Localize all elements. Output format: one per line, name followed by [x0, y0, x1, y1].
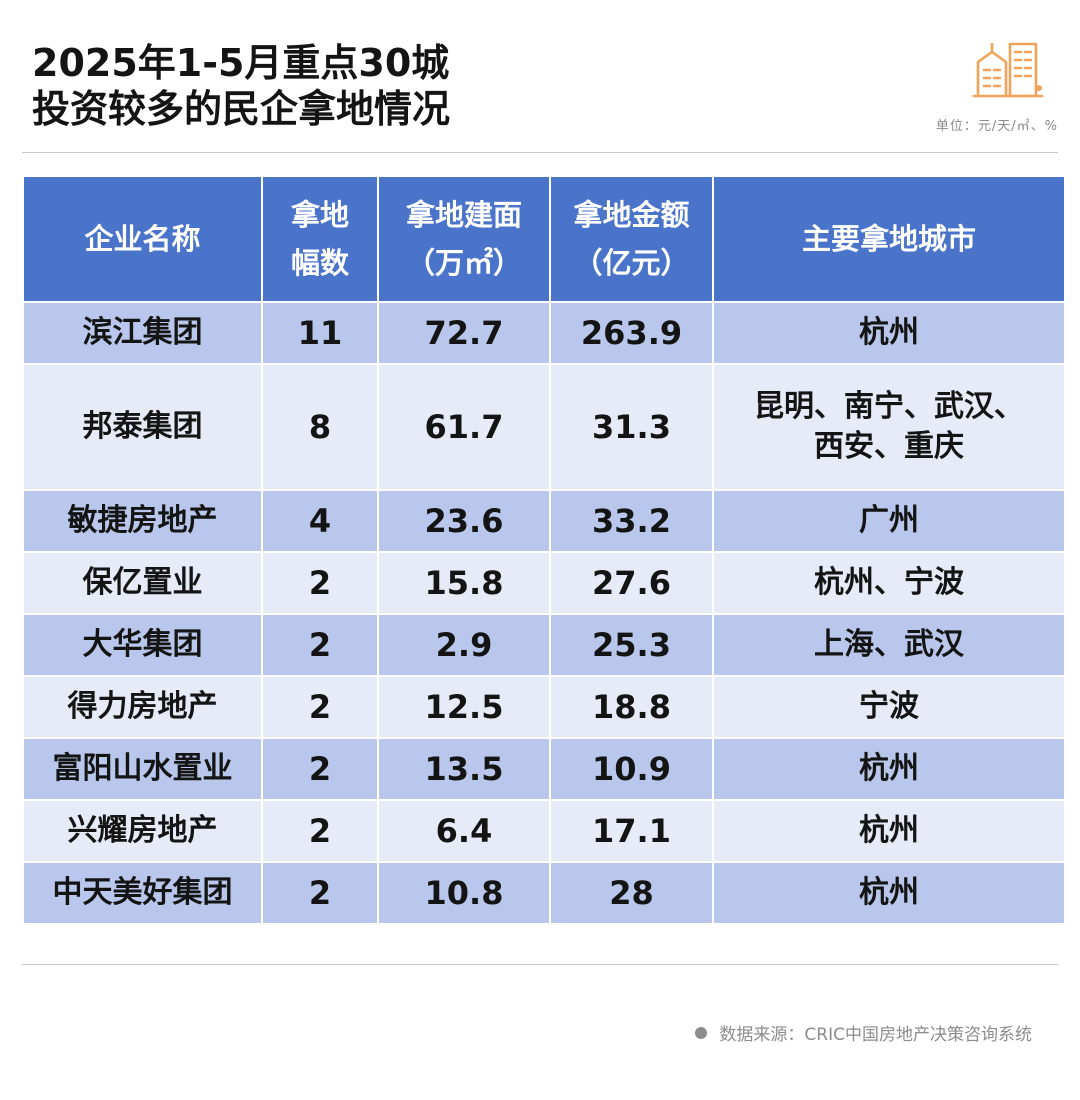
area-cell: 15.8: [377, 551, 551, 615]
count-cell: 2: [261, 675, 379, 739]
count-cell: 8: [261, 363, 379, 491]
cities-cell: 杭州: [712, 737, 1066, 801]
company-cell: 中天美好集团: [22, 861, 263, 925]
building-logo-icon: [972, 42, 1044, 98]
amount-cell: 263.9: [549, 301, 714, 365]
area-cell: 23.6: [377, 489, 551, 553]
area-cell: 72.7: [377, 301, 551, 365]
cities-cell: 昆明、南宁、武汉、 西安、重庆: [712, 363, 1066, 491]
count-cell: 2: [261, 613, 379, 677]
col-header-area: 拿地建面 （万㎡）: [377, 175, 551, 303]
amount-cell: 28: [549, 861, 714, 925]
table-row: 保亿置业 2 15.8 27.6 杭州、宁波: [22, 551, 1066, 615]
company-cell: 大华集团: [22, 613, 263, 677]
company-cell: 得力房地产: [22, 675, 263, 739]
amount-cell: 18.8: [549, 675, 714, 739]
footer-divider: [22, 964, 1058, 965]
amount-cell: 17.1: [549, 799, 714, 863]
title-line-2: 投资较多的民企拿地情况: [32, 87, 451, 131]
count-cell: 4: [261, 489, 379, 553]
cities-cell: 杭州: [712, 799, 1066, 863]
area-cell: 10.8: [377, 861, 551, 925]
count-cell: 2: [261, 551, 379, 615]
col-header-amount: 拿地金额 （亿元）: [549, 175, 714, 303]
amount-cell: 33.2: [549, 489, 714, 553]
company-cell: 滨江集团: [22, 301, 263, 365]
cities-cell: 杭州: [712, 861, 1066, 925]
cities-cell: 杭州: [712, 301, 1066, 365]
bullet-dot-icon: [695, 1026, 708, 1039]
table-row: 兴耀房地产 2 6.4 17.1 杭州: [22, 799, 1066, 863]
amount-cell: 27.6: [549, 551, 714, 615]
page-title: 2025年1-5月重点30城 投资较多的民企拿地情况: [32, 40, 450, 132]
cities-cell: 杭州、宁波: [712, 551, 1066, 615]
table-header-row: 企业名称 拿地 幅数 拿地建面 （万㎡） 拿地金额 （亿元） 主要拿地城市: [22, 175, 1066, 303]
area-cell: 13.5: [377, 737, 551, 801]
area-cell: 2.9: [377, 613, 551, 677]
area-cell: 6.4: [377, 799, 551, 863]
area-cell: 12.5: [377, 675, 551, 739]
table-row: 大华集团 2 2.9 25.3 上海、武汉: [22, 613, 1066, 677]
col-header-cities: 主要拿地城市: [712, 175, 1066, 303]
cities-cell: 广州: [712, 489, 1066, 553]
area-cell: 61.7: [377, 363, 551, 491]
count-cell: 2: [261, 861, 379, 925]
source-note: 数据来源：CRIC中国房地产决策咨询系统: [695, 1020, 1032, 1045]
company-cell: 敏捷房地产: [22, 489, 263, 553]
table-row: 得力房地产 2 12.5 18.8 宁波: [22, 675, 1066, 739]
count-cell: 2: [261, 799, 379, 863]
col-header-count: 拿地 幅数: [261, 175, 379, 303]
company-cell: 富阳山水置业: [22, 737, 263, 801]
count-cell: 11: [261, 301, 379, 365]
source-text: 数据来源：CRIC中国房地产决策咨询系统: [719, 1025, 1032, 1045]
amount-cell: 31.3: [549, 363, 714, 491]
title-line-1: 2025年1-5月重点30城: [32, 41, 450, 85]
table-row: 滨江集团 11 72.7 263.9 杭州: [22, 301, 1066, 365]
col-header-company: 企业名称: [22, 175, 263, 303]
table-row: 富阳山水置业 2 13.5 10.9 杭州: [22, 737, 1066, 801]
table-row: 邦泰集团 8 61.7 31.3 昆明、南宁、武汉、 西安、重庆: [22, 363, 1066, 491]
table-row: 敏捷房地产 4 23.6 33.2 广州: [22, 489, 1066, 553]
land-acquisition-table: 企业名称 拿地 幅数 拿地建面 （万㎡） 拿地金额 （亿元） 主要拿地城市 滨江…: [22, 175, 1066, 925]
amount-cell: 10.9: [549, 737, 714, 801]
amount-cell: 25.3: [549, 613, 714, 677]
table-row: 中天美好集团 2 10.8 28 杭州: [22, 861, 1066, 925]
count-cell: 2: [261, 737, 379, 801]
cities-cell: 宁波: [712, 675, 1066, 739]
unit-note: 单位：元/天/㎡、%: [935, 119, 1058, 134]
header-divider: [22, 152, 1058, 153]
company-cell: 保亿置业: [22, 551, 263, 615]
company-cell: 邦泰集团: [22, 363, 263, 491]
cities-cell: 上海、武汉: [712, 613, 1066, 677]
company-cell: 兴耀房地产: [22, 799, 263, 863]
